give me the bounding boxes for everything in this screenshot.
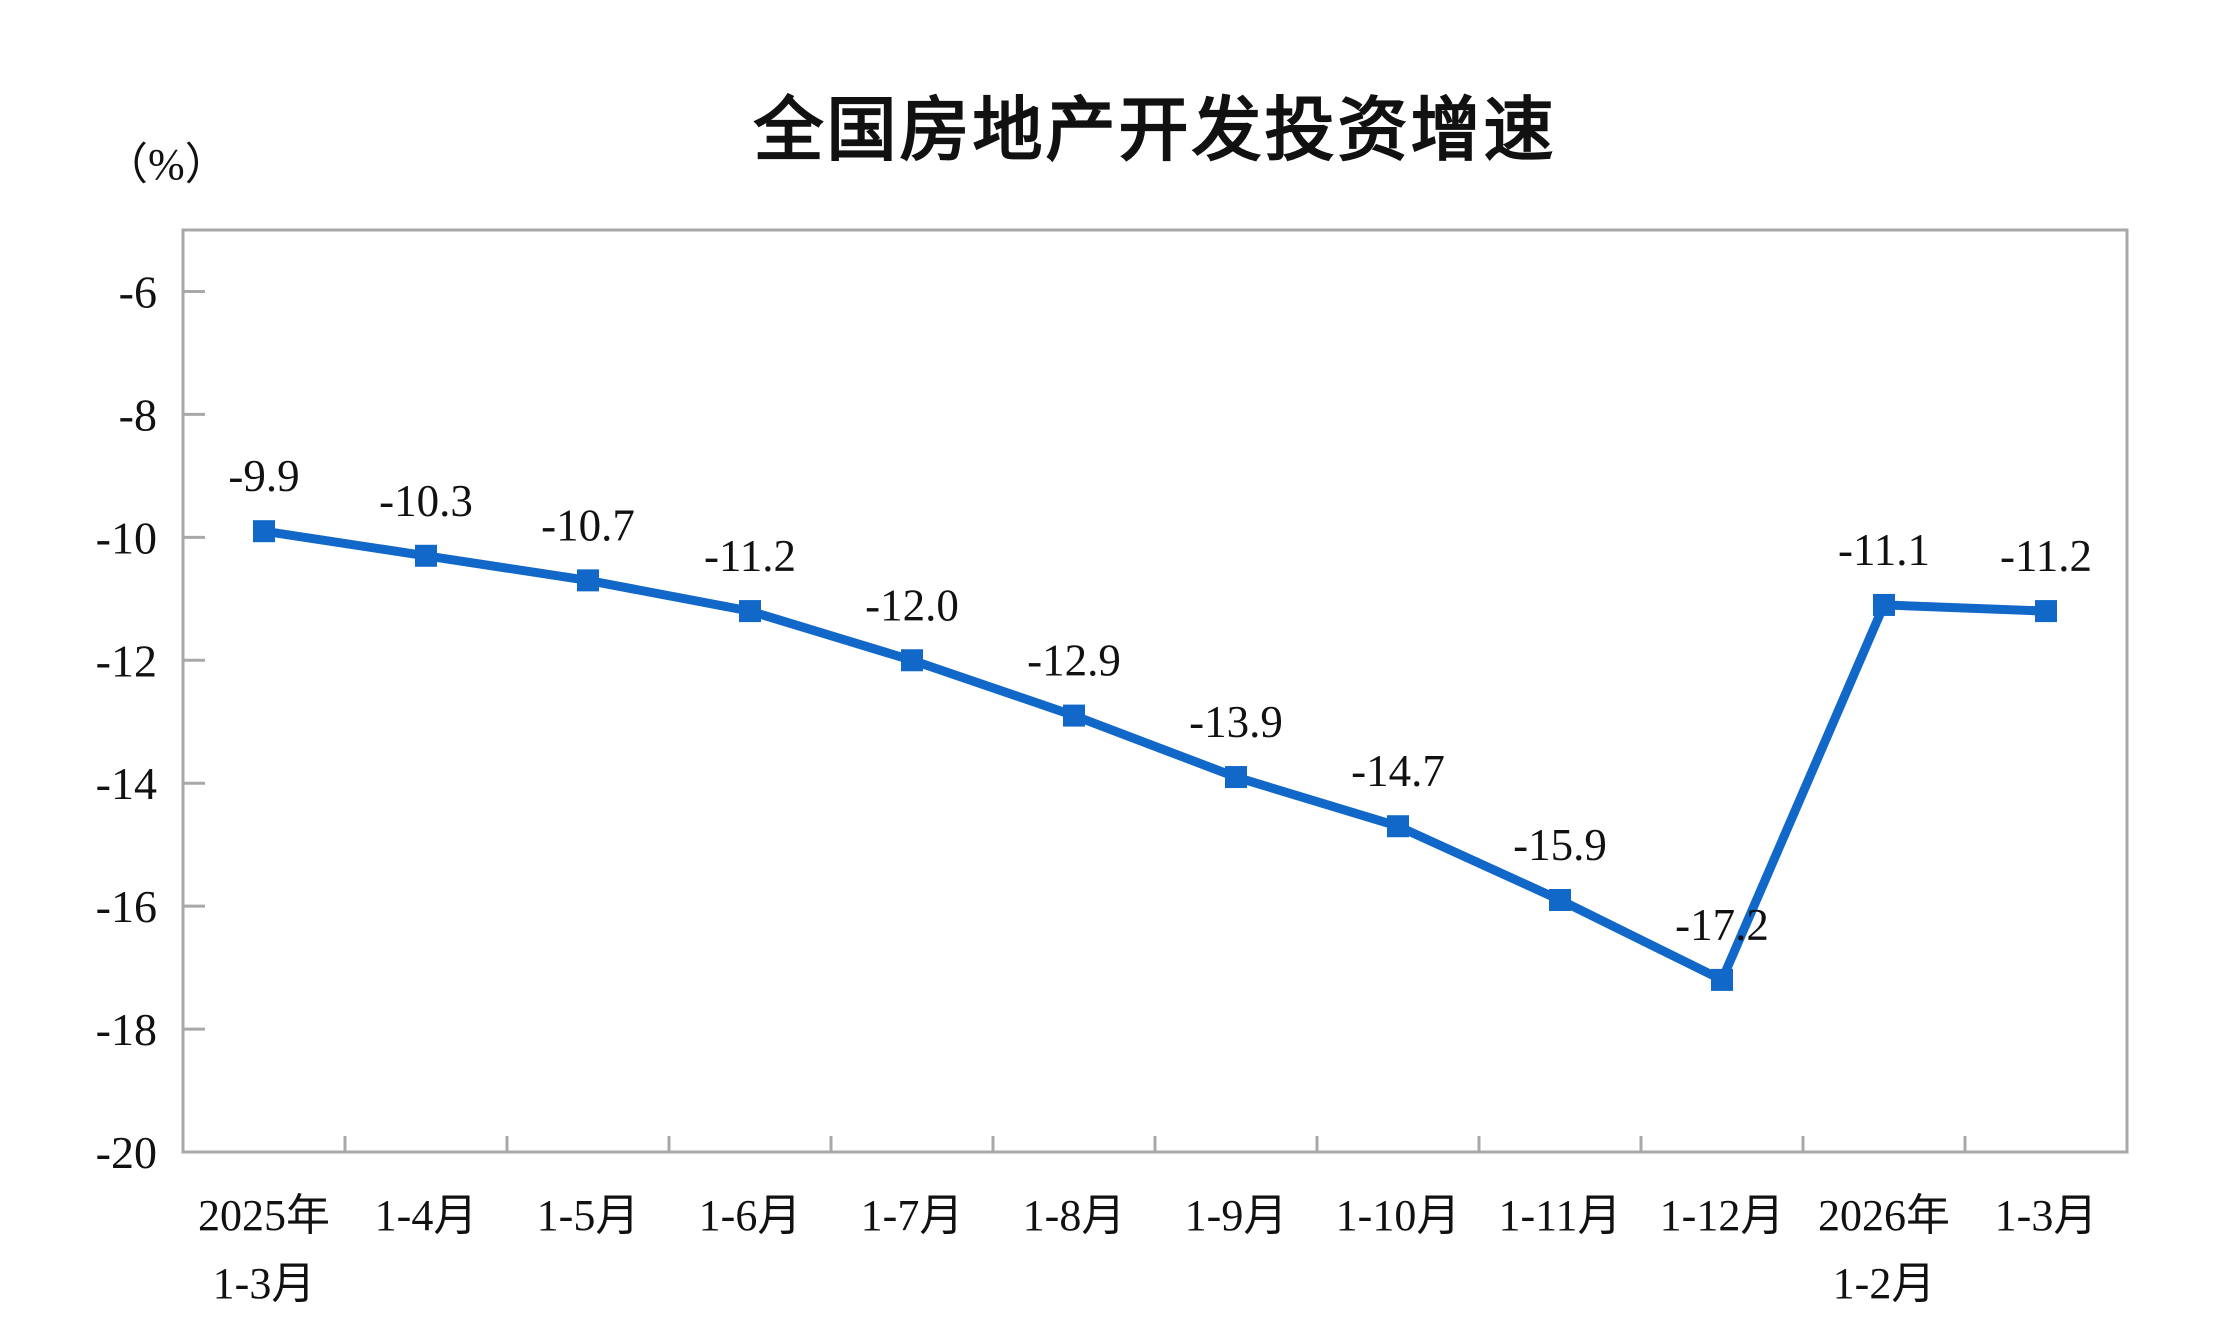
data-point-marker: [1225, 766, 1247, 789]
y-axis-tick-label: -18: [96, 1004, 157, 1055]
data-point-label: -11.1: [1838, 525, 1930, 575]
data-point-marker: [1063, 704, 1085, 727]
y-axis-tick-label: -6: [119, 266, 157, 317]
y-axis-tick-label: -12: [96, 635, 157, 686]
data-point-label: -13.9: [1189, 697, 1283, 747]
chart-title: 全国房地产开发投资增速: [753, 91, 1557, 169]
y-axis-tick-label: -14: [96, 758, 157, 809]
data-point-label: -11.2: [2000, 531, 2092, 581]
y-axis-tick-label: -10: [96, 512, 157, 563]
data-point-marker: [1387, 815, 1409, 838]
data-point-label: -10.3: [379, 476, 473, 526]
data-point-label: -12.9: [1027, 636, 1121, 686]
x-axis-label: 1-8月: [1023, 1191, 1126, 1240]
data-point-marker: [2035, 600, 2057, 623]
data-point-marker: [577, 569, 599, 592]
data-point-marker: [739, 600, 761, 623]
data-point-label: -17.2: [1675, 900, 1769, 950]
data-point-marker: [901, 649, 923, 672]
y-axis-tick-label: -8: [119, 389, 157, 440]
data-point-label: -14.7: [1351, 746, 1445, 796]
x-axis-label: 2026年: [1818, 1191, 1950, 1240]
x-axis-label: 1-12月: [1660, 1191, 1785, 1240]
x-axis-label: 2025年: [198, 1191, 330, 1240]
y-axis-tick-label: -16: [96, 881, 157, 932]
x-axis-label: 1-6月: [699, 1191, 802, 1240]
data-point-label: -12.0: [865, 580, 959, 630]
data-point-marker: [253, 520, 275, 543]
x-axis-label: 1-5月: [537, 1191, 640, 1240]
data-point-label: -10.7: [541, 500, 635, 550]
x-axis-label: 1-2月: [1833, 1259, 1936, 1308]
x-axis-label: 1-3月: [213, 1259, 316, 1308]
data-point-label: -11.2: [704, 531, 796, 581]
data-point-label: -15.9: [1513, 820, 1607, 870]
x-axis-label: 1-10月: [1336, 1191, 1461, 1240]
y-axis-unit-label: （%）: [104, 140, 229, 189]
data-point-marker: [415, 544, 437, 567]
x-axis-label: 1-3月: [1995, 1191, 2098, 1240]
data-point-marker: [1549, 888, 1571, 911]
data-line: [263, 526, 2047, 987]
x-axis-label: 1-7月: [861, 1191, 964, 1240]
y-axis-tick-label: -20: [96, 1127, 157, 1178]
data-point-label: -9.9: [228, 451, 299, 501]
data-point-marker: [1711, 968, 1733, 991]
plot-border: [181, 228, 2129, 1154]
x-axis-label: 1-11月: [1498, 1191, 1621, 1240]
x-axis-label: 1-9月: [1185, 1191, 1288, 1240]
data-point-marker: [1873, 593, 1895, 616]
x-axis-label: 1-4月: [375, 1191, 478, 1240]
